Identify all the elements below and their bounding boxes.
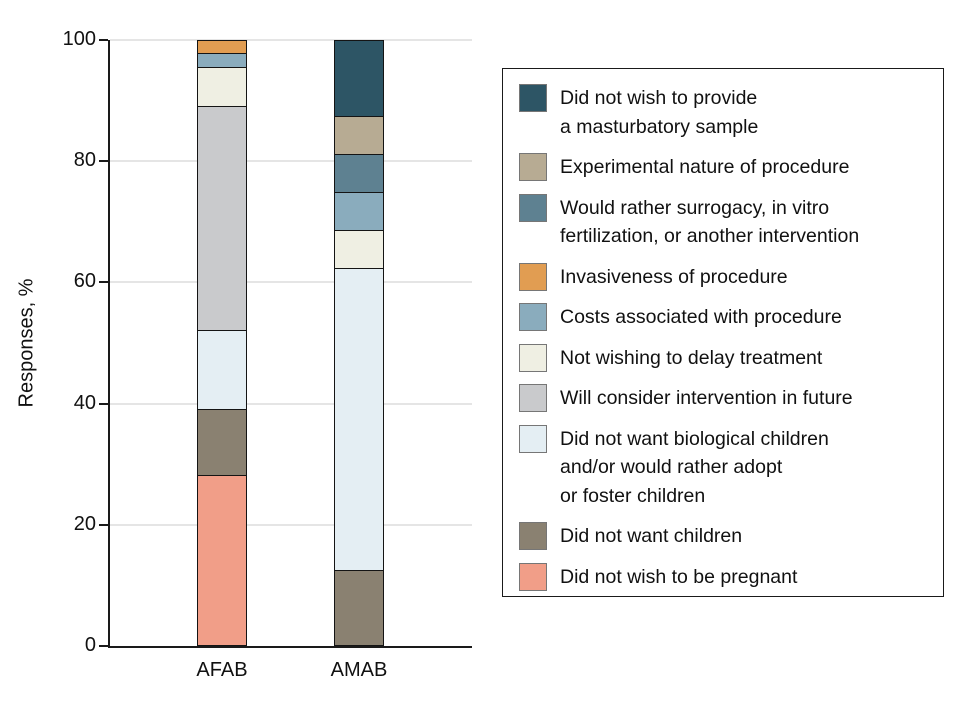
legend-item: Will consider intervention in future xyxy=(519,384,933,413)
legend-label: Will consider intervention in future xyxy=(560,387,853,409)
y-axis-tick xyxy=(99,523,108,526)
legend-label: Did not wish to be pregnant xyxy=(560,565,798,588)
legend-swatch xyxy=(519,562,547,591)
legend-box: Did not wish to provide a masturbatory s… xyxy=(502,68,944,597)
y-tick-label: 40 xyxy=(73,391,96,414)
y-axis-line xyxy=(108,40,110,646)
y-axis-tick xyxy=(99,402,108,405)
gridline xyxy=(110,402,472,405)
bar-segment xyxy=(334,40,384,116)
y-axis-tick xyxy=(99,645,108,647)
bar-segment xyxy=(334,115,384,154)
bar-segment xyxy=(197,474,247,646)
gridline xyxy=(110,160,472,163)
legend-swatch xyxy=(519,84,547,112)
legend-swatch xyxy=(519,262,547,291)
y-tick-label: 100 xyxy=(62,28,96,51)
bar-segment xyxy=(197,106,247,330)
legend-label: Did not want biological children and/or … xyxy=(560,427,829,507)
y-axis-title: Responses, % xyxy=(15,278,38,408)
x-axis-line xyxy=(108,646,472,648)
bar-segment xyxy=(334,229,384,269)
bar-segment xyxy=(197,408,247,475)
y-tick-label: 20 xyxy=(73,512,96,535)
plot-area: 0 20 40 60 80 100 AFAB AMAB xyxy=(63,28,472,681)
legend-item: Costs associated with procedure xyxy=(519,303,933,332)
legend-label: Would rather surrogacy, in vitro fertili… xyxy=(560,196,860,248)
legend-item: Invasiveness of procedure xyxy=(519,262,933,292)
bar-segment xyxy=(197,330,247,409)
legend-label: Did not wish to provide a masturbatory s… xyxy=(560,87,759,138)
legend-item: Did not want biological children and/or … xyxy=(519,424,933,511)
bar-segment xyxy=(334,268,384,571)
legend-swatch xyxy=(519,384,547,412)
legend-item: Would rather surrogacy, in vitro fertili… xyxy=(519,193,933,251)
x-category-label: AFAB xyxy=(196,659,248,681)
legend-label: Experimental nature of procedure xyxy=(560,156,850,178)
legend-swatch xyxy=(519,424,547,453)
legend-swatch xyxy=(519,343,547,372)
legend-swatch xyxy=(519,153,547,181)
legend-item: Did not wish to provide a masturbatory s… xyxy=(519,84,933,141)
gridline xyxy=(110,281,472,284)
bar-amab xyxy=(334,40,384,646)
legend-swatch xyxy=(519,303,547,331)
y-axis-tick xyxy=(99,160,108,163)
bar-segment xyxy=(334,153,384,192)
legend-label: Did not want children xyxy=(560,525,743,547)
legend-swatch xyxy=(519,522,547,550)
bar-segment xyxy=(197,40,247,54)
bar-segment xyxy=(334,570,384,646)
legend-swatch xyxy=(519,193,547,222)
x-category-label: AMAB xyxy=(330,659,388,681)
legend-item: Did not wish to be pregnant xyxy=(519,562,933,592)
legend-item: Not wishing to delay treatment xyxy=(519,343,933,373)
legend-label: Not wishing to delay treatment xyxy=(560,346,823,369)
legend-label: Costs associated with procedure xyxy=(560,306,842,328)
y-axis-tick xyxy=(99,281,108,284)
legend-item: Did not want children xyxy=(519,522,933,551)
bar-segment xyxy=(334,191,384,230)
legend-item: Experimental nature of procedure xyxy=(519,153,933,182)
bar-afab xyxy=(197,40,247,646)
gridline xyxy=(110,523,472,526)
bar-segment xyxy=(197,66,247,106)
gridline xyxy=(110,39,472,41)
y-axis-tick xyxy=(99,39,108,41)
legend-label: Invasiveness of procedure xyxy=(560,265,788,288)
y-tick-label: 0 xyxy=(84,634,96,657)
y-tick-label: 80 xyxy=(73,149,96,172)
y-tick-label: 60 xyxy=(73,270,96,293)
bar-segment xyxy=(197,53,247,67)
